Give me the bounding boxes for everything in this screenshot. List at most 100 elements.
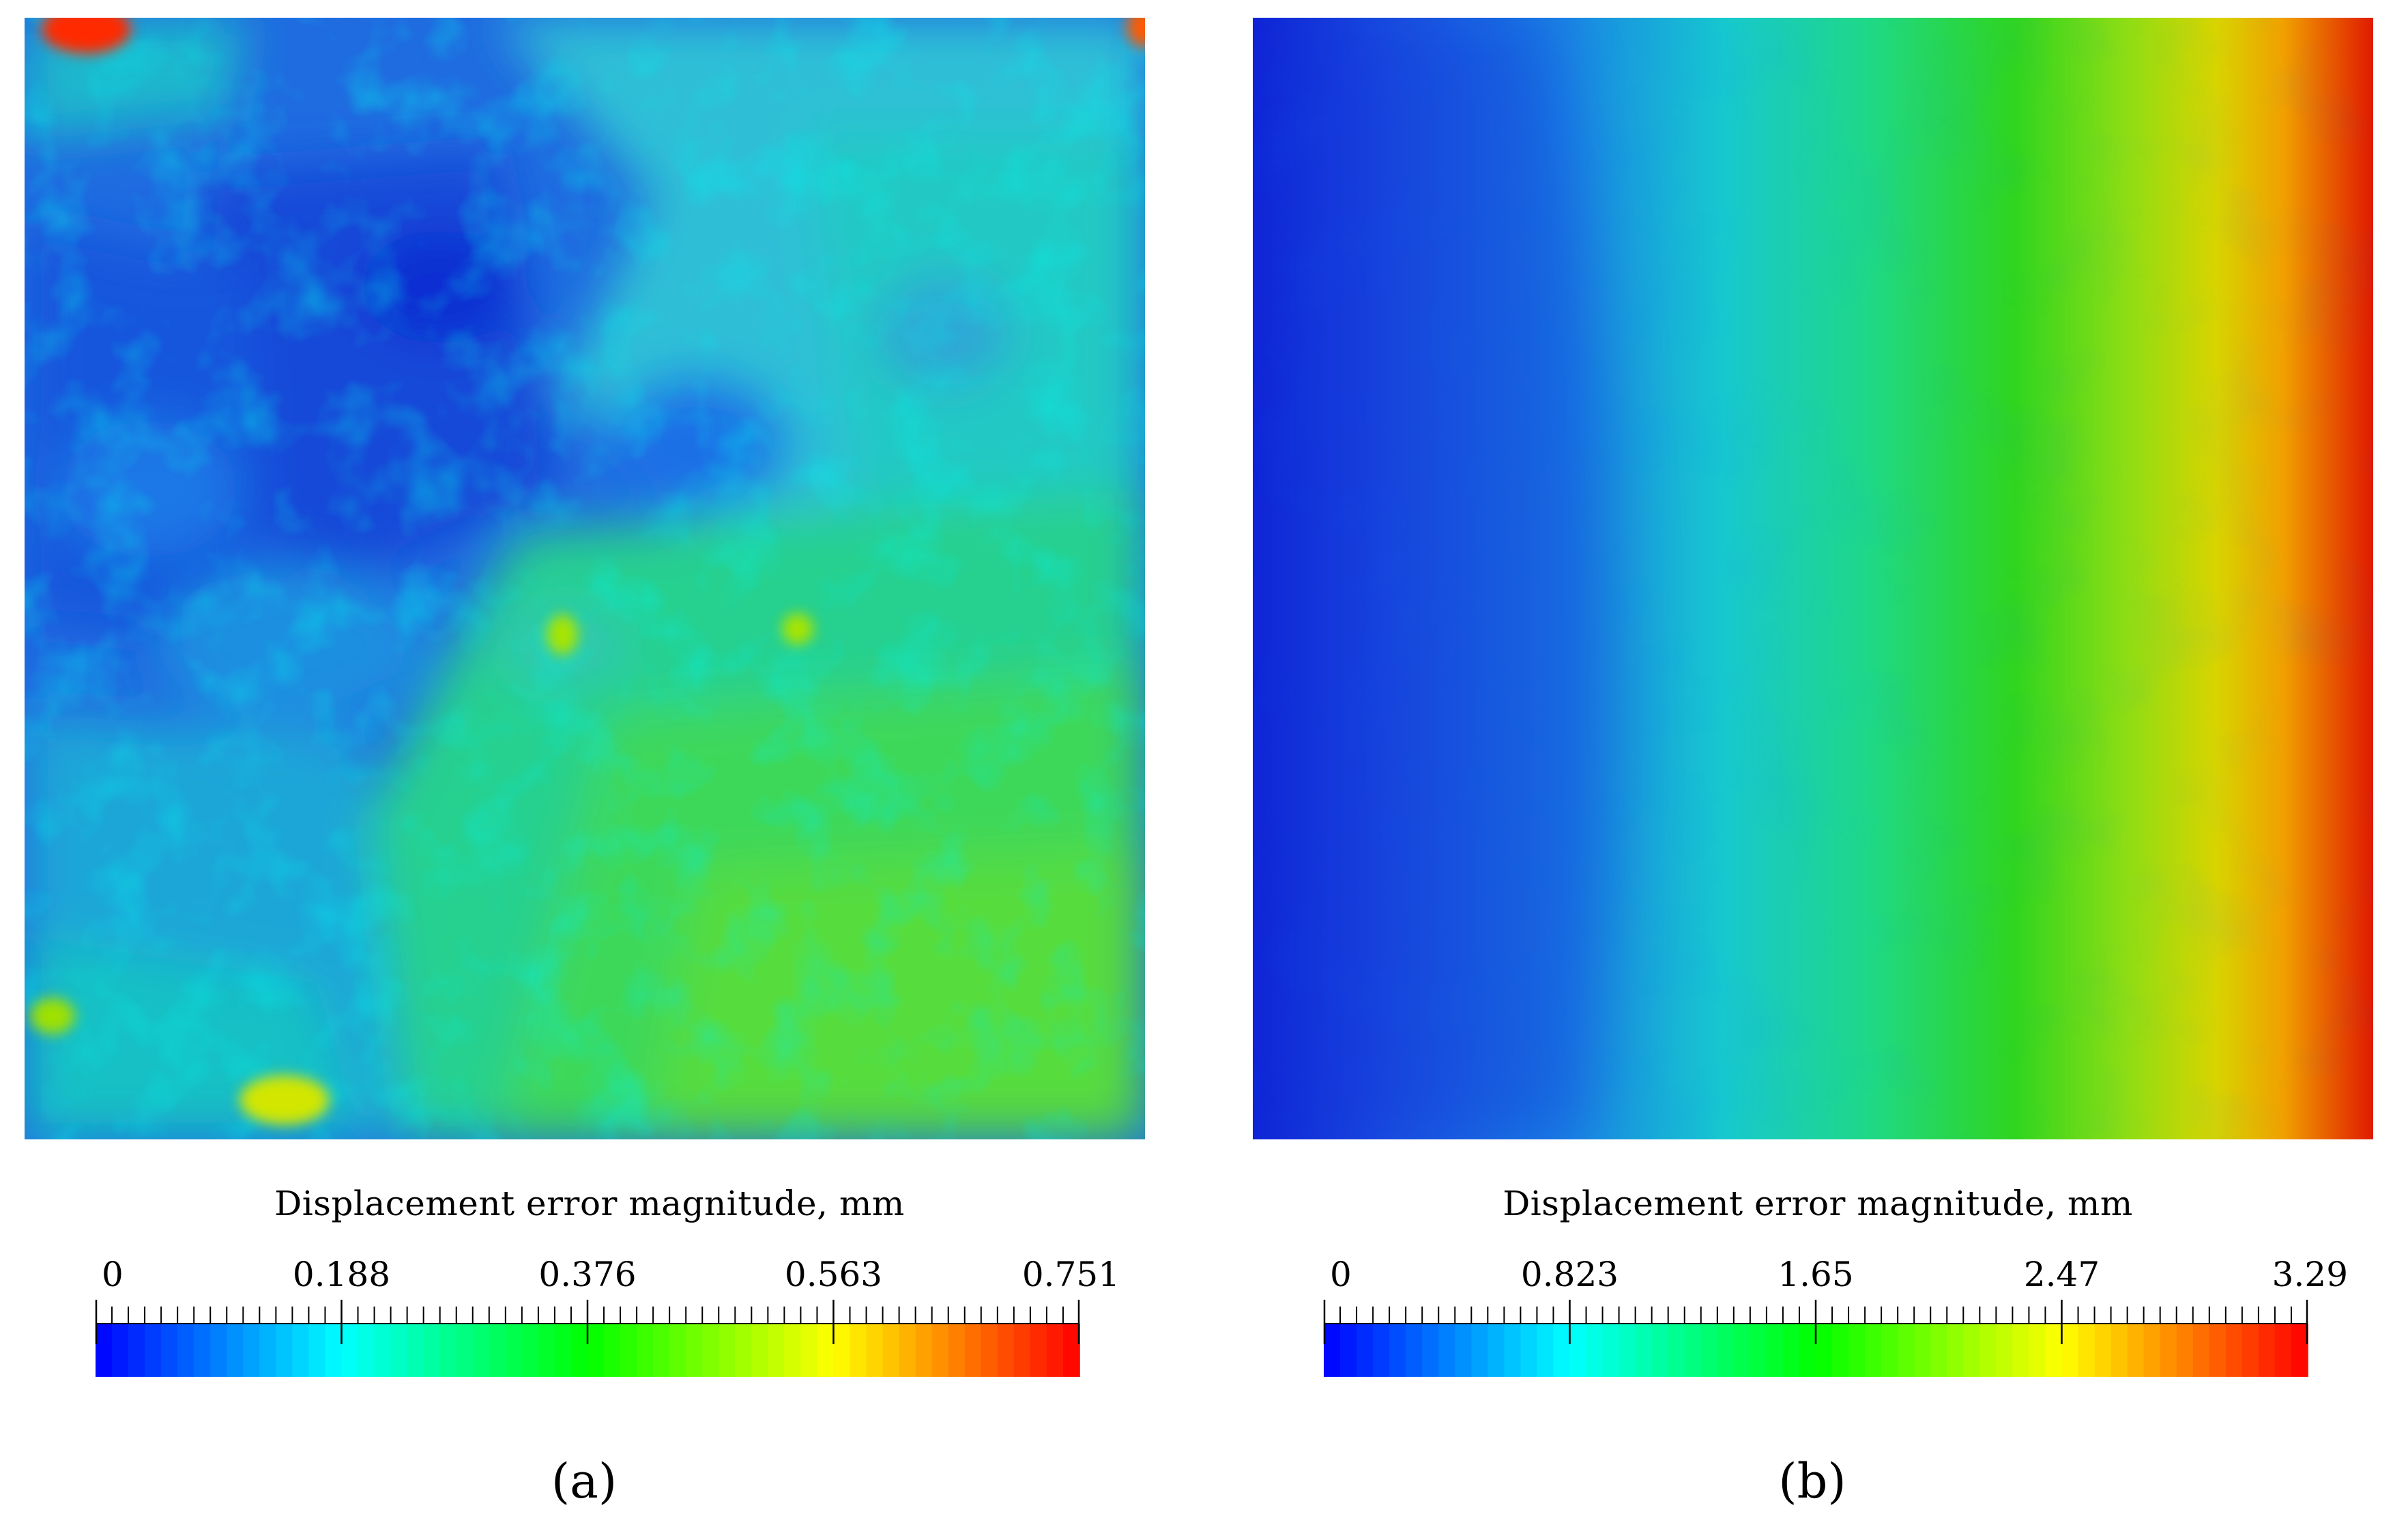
colorbar-band bbox=[112, 1324, 129, 1377]
colorbar-band bbox=[538, 1324, 555, 1377]
colorbar-band bbox=[1324, 1324, 1341, 1377]
colorbar-title-a: Displacement error magnitude, mm bbox=[274, 1184, 905, 1223]
colorbar-band bbox=[177, 1324, 194, 1377]
colorbar-band bbox=[472, 1324, 490, 1377]
colorbar-band bbox=[161, 1324, 178, 1377]
colorbar-band bbox=[145, 1324, 162, 1377]
colorbar-b: 0 0.823 1.65 2.47 3.29 bbox=[1323, 1249, 2348, 1378]
colorbar-band bbox=[1569, 1324, 1587, 1377]
colorbar-band bbox=[2192, 1324, 2210, 1377]
colorbar-band bbox=[1930, 1324, 1948, 1377]
colorbar-band bbox=[194, 1324, 212, 1377]
colorbar-band bbox=[505, 1324, 523, 1377]
colorbar-band bbox=[2127, 1324, 2145, 1377]
colorbar-band bbox=[1504, 1324, 1522, 1377]
colorbar-band bbox=[259, 1324, 277, 1377]
colorbar-b-svg: 0 0.823 1.65 2.47 3.29 bbox=[1323, 1255, 2348, 1377]
colorbar-band bbox=[1438, 1324, 1456, 1377]
colorbar-band bbox=[276, 1324, 293, 1377]
colorbar-band bbox=[2143, 1324, 2161, 1377]
colorbar-band bbox=[2225, 1324, 2243, 1377]
colorbar-band bbox=[2176, 1324, 2194, 1377]
colorbar-band bbox=[2242, 1324, 2259, 1377]
colorbar-band bbox=[899, 1324, 916, 1377]
colorbar-band bbox=[96, 1324, 113, 1377]
colorbar-band bbox=[784, 1324, 802, 1377]
colorbar-band bbox=[964, 1324, 982, 1377]
colorbar-band bbox=[1799, 1324, 1816, 1377]
colorbar-band bbox=[1046, 1324, 1064, 1377]
colorbar-band bbox=[1422, 1324, 1440, 1377]
colorbar-band bbox=[2012, 1324, 2030, 1377]
colorbar-band bbox=[1963, 1324, 1981, 1377]
colorbar-band bbox=[2110, 1324, 2128, 1377]
colorbar-band bbox=[2045, 1324, 2063, 1377]
colorbar-band bbox=[243, 1324, 261, 1377]
colorbar-band bbox=[1782, 1324, 1800, 1377]
colorbar-band bbox=[554, 1324, 572, 1377]
panel-label-b: (b) bbox=[1778, 1453, 1846, 1509]
colorbar-band bbox=[1947, 1324, 1964, 1377]
colorbar-band bbox=[1013, 1324, 1031, 1377]
colorbar-tick-label: 2.47 bbox=[2024, 1255, 2100, 1294]
colorbar-band bbox=[817, 1324, 835, 1377]
colorbar-band bbox=[1389, 1324, 1406, 1377]
colorbar-band bbox=[423, 1324, 441, 1377]
colorbar-band bbox=[1406, 1324, 1423, 1377]
colorbar-band bbox=[407, 1324, 424, 1377]
colorbar-band bbox=[1914, 1324, 1932, 1377]
colorbar-band bbox=[768, 1324, 785, 1377]
heatmap-b-svg bbox=[1253, 18, 2373, 1139]
colorbar-band bbox=[702, 1324, 720, 1377]
colorbar-band bbox=[1619, 1324, 1636, 1377]
colorbar-band bbox=[735, 1324, 753, 1377]
colorbar-band bbox=[833, 1324, 851, 1377]
colorbar-band bbox=[997, 1324, 1015, 1377]
colorbar-band bbox=[1848, 1324, 1866, 1377]
colorbar-band bbox=[308, 1324, 326, 1377]
colorbar-band bbox=[227, 1324, 244, 1377]
colorbar-band bbox=[669, 1324, 686, 1377]
colorbar-band bbox=[390, 1324, 408, 1377]
colorbar-band bbox=[1816, 1324, 1833, 1377]
panel-label-a: (a) bbox=[551, 1453, 618, 1509]
colorbar-tick-label: 0.188 bbox=[293, 1255, 390, 1294]
colorbar-band bbox=[620, 1324, 637, 1377]
colorbar-band bbox=[1881, 1324, 1898, 1377]
colorbar-band bbox=[1979, 1324, 1997, 1377]
colorbar-band bbox=[1898, 1324, 1915, 1377]
colorbar-band bbox=[2094, 1324, 2112, 1377]
colorbar-band bbox=[456, 1324, 474, 1377]
colorbar-band bbox=[1373, 1324, 1390, 1377]
colorbar-band bbox=[2029, 1324, 2046, 1377]
colorbar-band bbox=[2258, 1324, 2276, 1377]
colorbar-band bbox=[1684, 1324, 1702, 1377]
colorbar-tick-label: 0 bbox=[1330, 1255, 1352, 1294]
colorbar-tick-label: 0.823 bbox=[1521, 1255, 1619, 1294]
colorbar-band bbox=[1471, 1324, 1489, 1377]
colorbar-band bbox=[439, 1324, 457, 1377]
colorbar-tick-label: 0.751 bbox=[1022, 1255, 1120, 1294]
colorbar-band bbox=[653, 1324, 670, 1377]
colorbar-band bbox=[1455, 1324, 1473, 1377]
colorbar-band bbox=[981, 1324, 998, 1377]
colorbar-tick-label: 3.29 bbox=[2272, 1255, 2348, 1294]
colorbar-band bbox=[2160, 1324, 2177, 1377]
panel-a: Displacement error magnitude, mm 0 0.188 0… bbox=[25, 18, 1145, 1509]
heatmap-a bbox=[25, 18, 1145, 1139]
colorbar-band bbox=[1030, 1324, 1047, 1377]
colorbar-band bbox=[719, 1324, 736, 1377]
colorbar-band bbox=[637, 1324, 654, 1377]
colorbar-band bbox=[341, 1324, 359, 1377]
colorbar-band bbox=[882, 1324, 900, 1377]
colorbar-band bbox=[1750, 1324, 1767, 1377]
colorbar-band bbox=[800, 1324, 818, 1377]
colorbar-band bbox=[2061, 1324, 2079, 1377]
heatmap-a-svg bbox=[25, 18, 1145, 1139]
colorbar-band bbox=[1733, 1324, 1751, 1377]
colorbar-band bbox=[2209, 1324, 2226, 1377]
colorbar-band bbox=[1865, 1324, 1882, 1377]
colorbar-band bbox=[521, 1324, 539, 1377]
colorbar-band bbox=[1832, 1324, 1849, 1377]
colorbar-band bbox=[374, 1324, 392, 1377]
